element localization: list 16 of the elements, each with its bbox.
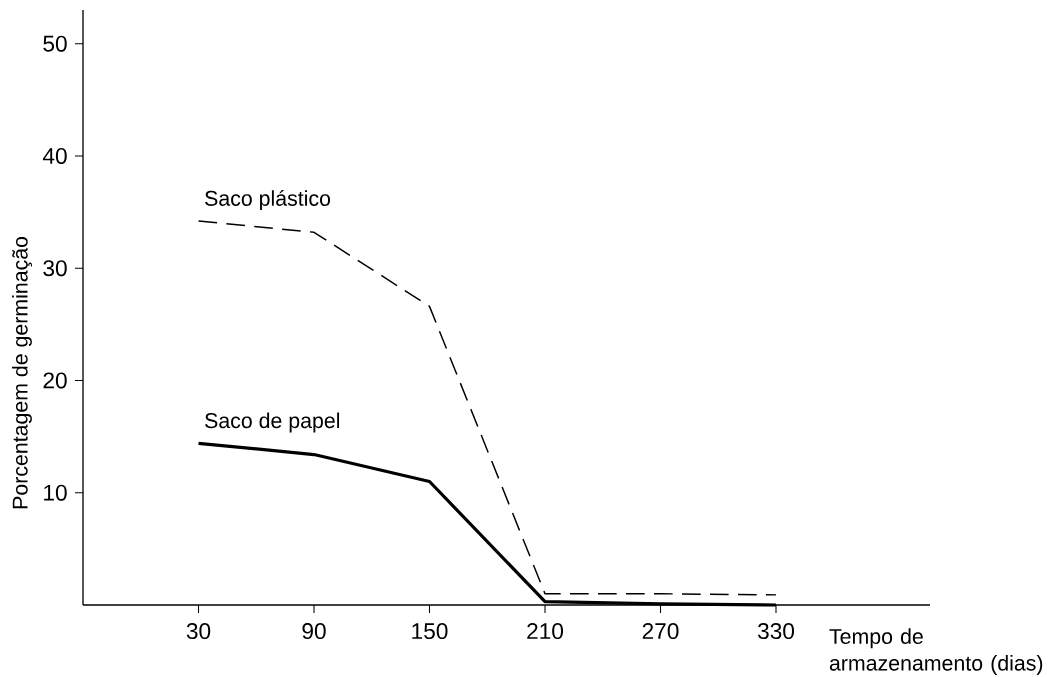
y-tick-label: 50: [43, 35, 67, 52]
line-series: [197, 220, 777, 596]
x-tick-label: 330: [757, 623, 795, 640]
y-tick-label: 40: [42, 147, 67, 164]
y-tick-label: 20: [43, 372, 67, 389]
x-tick-label: 150: [412, 623, 448, 640]
series-label: Saco plástico: [205, 189, 331, 211]
series-label: Saco de papel: [205, 412, 340, 433]
x-tick-label: 90: [302, 623, 326, 640]
y-tick-label: 10: [44, 484, 67, 501]
y-tick-label: 30: [43, 260, 67, 277]
x-tick-label: 210: [527, 623, 564, 640]
y-axis-title: Porcentagem de germinação: [12, 236, 32, 509]
x-axis-title: Tempo de armazenamento (dias): [829, 628, 1043, 675]
x-tick-label: 270: [642, 623, 679, 640]
x-tick-label: 30: [186, 623, 211, 640]
